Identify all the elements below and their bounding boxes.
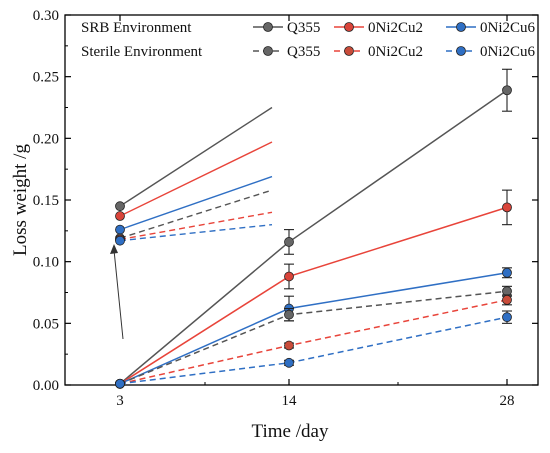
inset-point — [115, 235, 125, 246]
plot-frame — [64, 14, 539, 386]
y-axis: 0.00 0.05 0.10 0.15 0.20 0.25 0.30 — [33, 8, 538, 394]
x-axis: 3 14 28 — [116, 15, 515, 409]
inset-line — [119, 211, 273, 241]
legend-entry-label: 0Ni2Cu6 — [480, 44, 536, 60]
legend-marker — [456, 46, 466, 56]
legend: SRB Environment Sterile Environment Q355… — [81, 20, 536, 60]
inset-line — [119, 175, 273, 231]
y-tick-label: 0.15 — [33, 193, 59, 209]
legend-entry-label: 0Ni2Cu6 — [480, 20, 536, 36]
inset-line — [119, 189, 273, 239]
y-tick-label: 0.00 — [33, 378, 59, 394]
series-line — [119, 299, 508, 385]
callout-arrow — [113, 249, 124, 340]
legend-entry-label: 0Ni2Cu2 — [368, 20, 423, 36]
data-point — [284, 237, 294, 247]
data-point — [502, 286, 512, 297]
inset-point — [115, 201, 125, 212]
series-line — [119, 272, 508, 385]
inset-line — [119, 223, 273, 242]
y-tick-label: 0.25 — [33, 70, 59, 86]
data-point — [284, 271, 294, 282]
series-line — [119, 316, 508, 385]
x-tick-label: 14 — [282, 393, 298, 409]
data-point — [502, 267, 512, 278]
legend-marker — [344, 22, 354, 32]
data-point — [284, 357, 294, 368]
x-axis-title: Time /day — [252, 421, 329, 442]
data-point — [502, 202, 512, 213]
callout-arrowhead — [110, 244, 118, 254]
legend-marker — [263, 22, 273, 32]
data-point — [284, 309, 294, 320]
data-point — [502, 294, 512, 305]
legend-group-sterile: Sterile Environment — [81, 44, 203, 60]
legend-group-srb: SRB Environment — [81, 20, 192, 36]
series-layer — [115, 68, 512, 389]
y-tick-label: 0.30 — [33, 8, 59, 24]
data-point — [502, 85, 512, 96]
data-point — [115, 378, 125, 389]
x-tick-label: 3 — [116, 393, 124, 409]
y-tick-label: 0.05 — [33, 316, 59, 332]
inset-line — [119, 106, 273, 207]
legend-entry-label: Q355 — [287, 20, 320, 36]
inset-line — [119, 141, 273, 217]
legend-marker — [344, 46, 354, 56]
inset-point — [115, 211, 125, 221]
legend-marker — [263, 46, 273, 56]
y-axis-title: Loss weight /g — [10, 144, 31, 256]
inset-magnified-view — [115, 106, 273, 246]
data-point — [502, 312, 512, 323]
data-point — [284, 340, 294, 351]
y-tick-label: 0.20 — [33, 131, 59, 147]
legend-marker — [456, 22, 466, 32]
legend-entry-label: Q355 — [287, 44, 320, 60]
inset-point — [115, 224, 125, 235]
series-line — [119, 89, 508, 385]
y-tick-label: 0.10 — [33, 255, 59, 271]
legend-entry-label: 0Ni2Cu2 — [368, 44, 423, 60]
x-tick-label: 28 — [500, 393, 515, 409]
